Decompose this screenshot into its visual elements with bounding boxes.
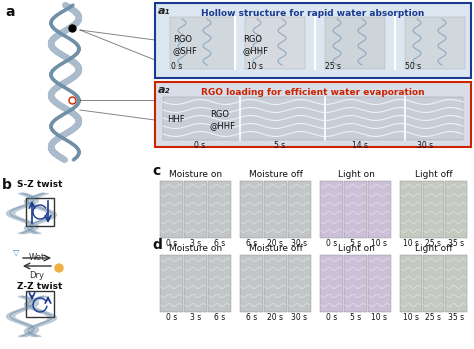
Text: 20 s: 20 s	[267, 313, 283, 322]
Text: 10 s: 10 s	[372, 313, 388, 322]
Text: ▽: ▽	[13, 247, 19, 257]
Text: 30 s: 30 s	[292, 239, 308, 248]
Bar	[344, 255, 367, 312]
Text: 35 s: 35 s	[448, 313, 464, 322]
Bar	[320, 181, 343, 238]
Text: 0 s: 0 s	[166, 313, 177, 322]
Text: Light off: Light off	[415, 244, 453, 253]
FancyBboxPatch shape	[155, 3, 471, 78]
Bar	[423, 181, 444, 238]
Text: Light on: Light on	[337, 170, 374, 179]
Text: RGO
@HHF: RGO @HHF	[243, 35, 269, 55]
Text: 10 s: 10 s	[372, 239, 388, 248]
Text: a₁: a₁	[158, 6, 170, 16]
Text: c: c	[152, 164, 160, 178]
Bar	[423, 255, 444, 312]
Bar	[160, 255, 183, 312]
Text: 5 s: 5 s	[274, 141, 286, 150]
Bar	[344, 181, 367, 238]
Text: Z-Z twist: Z-Z twist	[18, 282, 63, 291]
Text: Moisture off: Moisture off	[249, 170, 303, 179]
Text: Moisture off: Moisture off	[249, 244, 303, 253]
Text: Moisture on: Moisture on	[169, 170, 223, 179]
Text: 6 s: 6 s	[246, 313, 257, 322]
Bar	[240, 181, 263, 238]
Text: 0 s: 0 s	[172, 62, 182, 71]
Text: 0 s: 0 s	[166, 239, 177, 248]
Text: 0 s: 0 s	[326, 313, 337, 322]
Text: 25 s: 25 s	[426, 313, 441, 322]
Bar	[160, 181, 183, 238]
Bar	[264, 255, 287, 312]
Bar	[446, 255, 467, 312]
Text: RGO loading for efficient water evaporation: RGO loading for efficient water evaporat…	[201, 88, 425, 97]
Text: 5 s: 5 s	[350, 239, 361, 248]
Text: b: b	[2, 178, 12, 192]
Bar	[163, 97, 463, 140]
Text: 20 s: 20 s	[267, 239, 283, 248]
Text: d: d	[152, 238, 162, 252]
FancyBboxPatch shape	[155, 82, 471, 147]
Text: 10 s: 10 s	[403, 239, 419, 248]
Bar	[208, 255, 231, 312]
Text: RGO
@SHF: RGO @SHF	[173, 35, 198, 55]
Text: 3 s: 3 s	[190, 313, 201, 322]
Circle shape	[55, 264, 63, 272]
Bar	[446, 181, 467, 238]
Text: Hollow structure for rapid water absorption: Hollow structure for rapid water absorpt…	[201, 9, 425, 18]
Text: Light on: Light on	[337, 244, 374, 253]
Bar	[245, 17, 305, 69]
Bar	[288, 181, 311, 238]
Text: Moisture on: Moisture on	[169, 244, 223, 253]
Text: 0 s: 0 s	[326, 239, 337, 248]
Bar	[368, 255, 391, 312]
Text: Light off: Light off	[415, 170, 453, 179]
Text: 25 s: 25 s	[325, 62, 341, 71]
Text: 30 s: 30 s	[292, 313, 308, 322]
Bar	[170, 17, 235, 69]
Text: a₂: a₂	[158, 85, 170, 95]
Text: 3 s: 3 s	[190, 239, 201, 248]
Text: 6 s: 6 s	[214, 313, 225, 322]
Text: 10 s: 10 s	[247, 62, 263, 71]
Text: 10 s: 10 s	[403, 313, 419, 322]
Bar	[240, 255, 263, 312]
Text: Wet: Wet	[29, 253, 45, 262]
Bar	[184, 255, 207, 312]
Text: 6 s: 6 s	[214, 239, 225, 248]
Text: 25 s: 25 s	[426, 239, 441, 248]
Text: HHF: HHF	[167, 116, 185, 125]
Text: a: a	[5, 5, 15, 19]
Bar	[325, 17, 385, 69]
Text: S-Z twist: S-Z twist	[17, 180, 63, 189]
Bar	[368, 181, 391, 238]
Text: 6 s: 6 s	[246, 239, 257, 248]
Bar	[405, 17, 465, 69]
Bar	[184, 181, 207, 238]
Text: RGO
@HHF: RGO @HHF	[210, 110, 236, 130]
Bar	[288, 255, 311, 312]
Text: 5 s: 5 s	[350, 313, 361, 322]
Bar	[400, 181, 422, 238]
Bar	[208, 181, 231, 238]
Text: 35 s: 35 s	[448, 239, 464, 248]
Text: 0 s: 0 s	[194, 141, 206, 150]
Text: Dry: Dry	[29, 271, 45, 280]
Text: 50 s: 50 s	[405, 62, 421, 71]
Bar	[320, 255, 343, 312]
Bar	[400, 255, 422, 312]
Text: 14 s: 14 s	[352, 141, 368, 150]
Text: 30 s: 30 s	[417, 141, 433, 150]
Bar	[264, 181, 287, 238]
